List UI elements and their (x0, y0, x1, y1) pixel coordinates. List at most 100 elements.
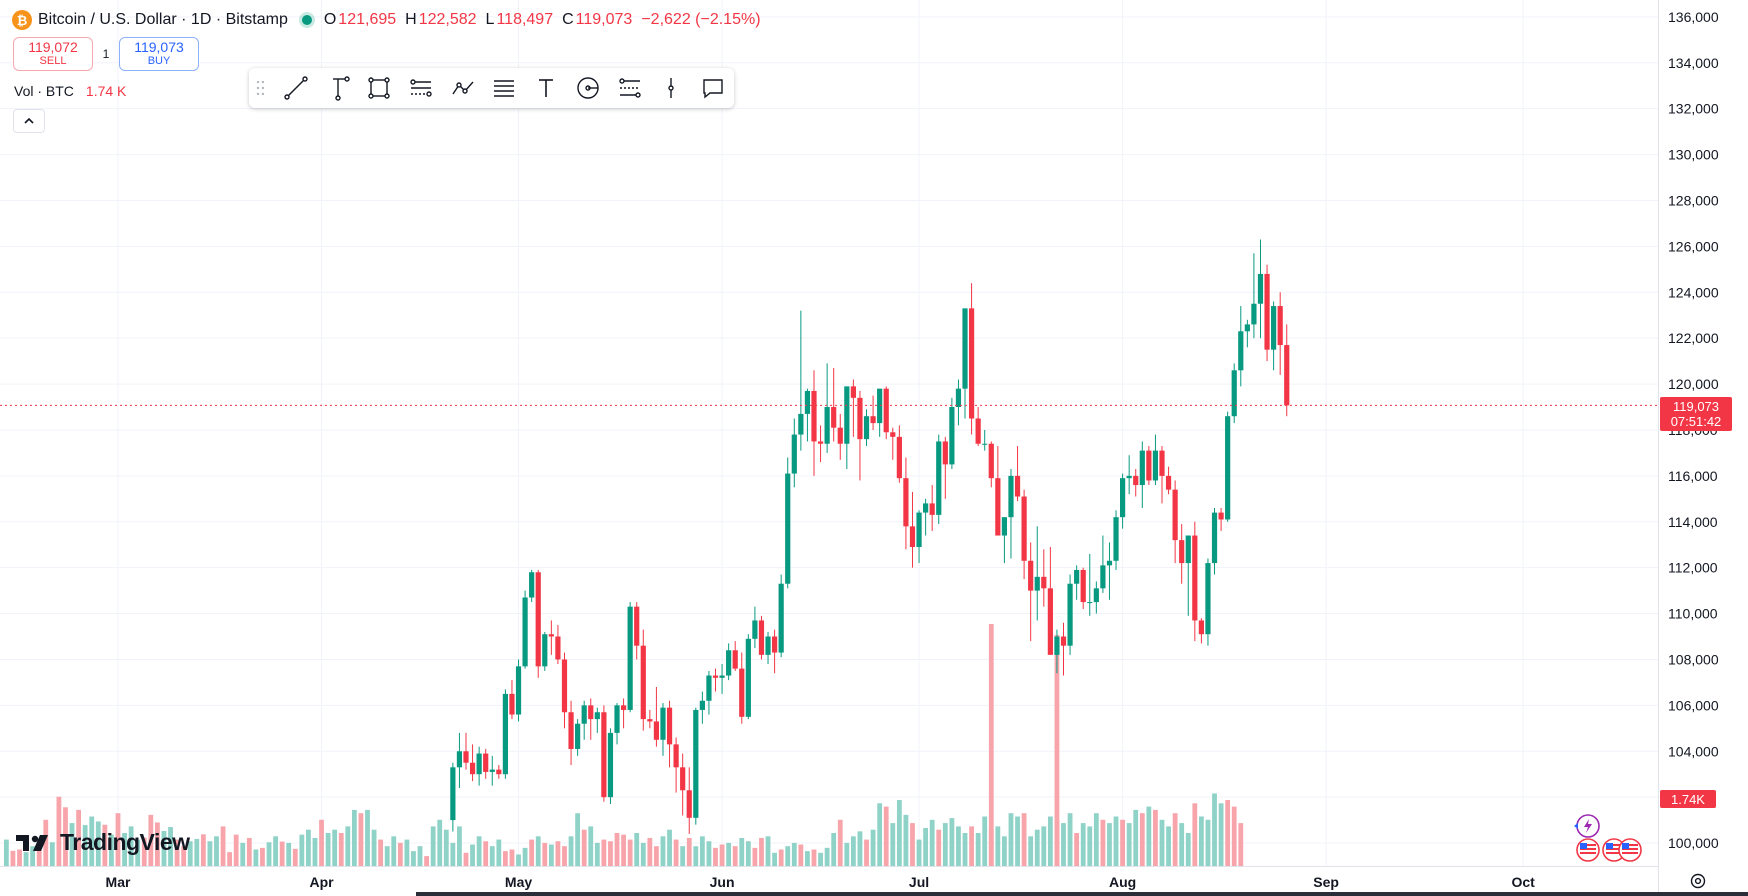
volume-bar (785, 846, 791, 866)
candle-body (450, 767, 456, 821)
volume-bar (332, 829, 338, 866)
low-value: 118,497 (496, 11, 554, 28)
candle-body (634, 606, 640, 646)
volume-bar (667, 829, 672, 866)
price-axis[interactable]: 100,000 104,000 106,000 108,000 110,000 112,0… (1668, 9, 1719, 851)
symbol-legend[interactable]: ₿ Bitcoin / U.S. Dollar · 1D · Bitstamp … (12, 9, 770, 31)
candle-body (745, 638, 751, 717)
candle-body (883, 388, 889, 433)
candle-body (673, 744, 679, 768)
candle-body (653, 721, 660, 740)
fib-retracement-tool[interactable] (400, 70, 442, 106)
drag-handle-icon[interactable] (255, 78, 267, 98)
candle-body (929, 503, 935, 515)
collapse-legend-button[interactable] (13, 109, 45, 133)
path-tool[interactable] (442, 70, 484, 106)
volume-bar (654, 846, 659, 866)
volume-bar (76, 809, 82, 866)
price-tick-label: 120,000 (1668, 376, 1719, 392)
volume-bar (1047, 816, 1053, 866)
us-flag-event-icon[interactable] (1576, 838, 1600, 862)
candle-body (982, 443, 988, 445)
candle-body (1205, 563, 1211, 635)
candle-body (804, 390, 811, 414)
volume-bar (864, 839, 869, 866)
sell-button[interactable]: 119,072 SELL (13, 37, 93, 71)
trend-line-tool[interactable] (275, 70, 317, 106)
volume-bar (109, 834, 114, 866)
us-flag-event-icon[interactable] (1618, 838, 1642, 862)
candle-body (1225, 416, 1231, 520)
candle-body (772, 636, 778, 653)
volume-bar (759, 837, 764, 866)
volume-bar (811, 849, 817, 866)
price-tick-label: 130,000 (1668, 147, 1719, 163)
candle-body (785, 473, 791, 584)
high-label: H (405, 11, 417, 28)
candle-body (916, 512, 922, 548)
volume-bar (975, 833, 981, 866)
path-icon (452, 81, 474, 95)
candle-body (686, 790, 692, 818)
candle-body (476, 753, 482, 775)
rectangle-tool[interactable] (358, 70, 400, 106)
volume-bar (857, 831, 863, 866)
volume-bar (319, 819, 324, 866)
symbol-title[interactable]: Bitcoin / U.S. Dollar · 1D · Bitstamp (38, 11, 288, 28)
volume-bar (207, 841, 213, 866)
time-axis[interactable]: Mar Apr May Jun Jul Aug Sep Oct (106, 874, 1536, 890)
rectangle-icon (368, 77, 390, 99)
candle-body (463, 751, 469, 763)
volume-bar (273, 836, 278, 866)
volume-bar (752, 847, 758, 866)
buy-button[interactable]: 119,073 BUY (119, 37, 199, 71)
volume-legend[interactable]: Vol · BTC 1.74 K (14, 83, 126, 99)
time-tick-label: Oct (1511, 874, 1535, 890)
tradingview-watermark[interactable]: TradingView (16, 829, 190, 856)
volume-bar (102, 824, 108, 866)
candle-body (1034, 576, 1040, 591)
note-tool[interactable] (692, 70, 734, 106)
gear-icon[interactable] (1688, 871, 1708, 891)
volume-bar (936, 829, 942, 866)
candle-body (1093, 588, 1099, 603)
volume-bar (1126, 823, 1132, 866)
volume-bar (181, 846, 187, 866)
volume-bar (161, 831, 167, 866)
note-icon (703, 79, 723, 99)
vertical-line-icon (668, 78, 675, 98)
volume-bar (726, 842, 732, 866)
volume-bar (115, 813, 121, 866)
candle-body (726, 650, 732, 676)
bar-countdown: 07:51:42 (1670, 414, 1722, 429)
volume-bar (1093, 813, 1099, 866)
volume-bar (719, 844, 725, 866)
candle-body (693, 709, 699, 818)
volume-bar (1133, 809, 1139, 866)
economic-events[interactable] (1574, 812, 1642, 862)
volume-bar (818, 852, 823, 866)
candle-body (515, 666, 522, 715)
volume-bar (135, 839, 141, 866)
anchored-vwap-tool[interactable] (317, 70, 359, 106)
open-value: 121,695 (338, 11, 397, 28)
volume-bar (411, 851, 416, 866)
market-status-dot-icon[interactable] (301, 15, 312, 25)
parallel-channel-icon (494, 80, 515, 97)
volume-bar (713, 847, 718, 866)
candle-body (778, 583, 784, 653)
lightning-event-icon[interactable] (1574, 814, 1600, 838)
vertical-line-tool[interactable] (651, 70, 693, 106)
circle-icon (577, 77, 599, 99)
volume-bar (424, 856, 430, 866)
volume-bar (496, 839, 502, 866)
candle-body (1001, 517, 1008, 536)
volume-bar (673, 839, 679, 866)
volume-bar (535, 836, 541, 866)
parallel-channel-tool[interactable] (484, 70, 526, 106)
circle-tool[interactable] (567, 70, 609, 106)
regression-tool[interactable] (609, 70, 651, 106)
text-tool[interactable] (525, 70, 567, 106)
volume-bar (325, 833, 331, 866)
